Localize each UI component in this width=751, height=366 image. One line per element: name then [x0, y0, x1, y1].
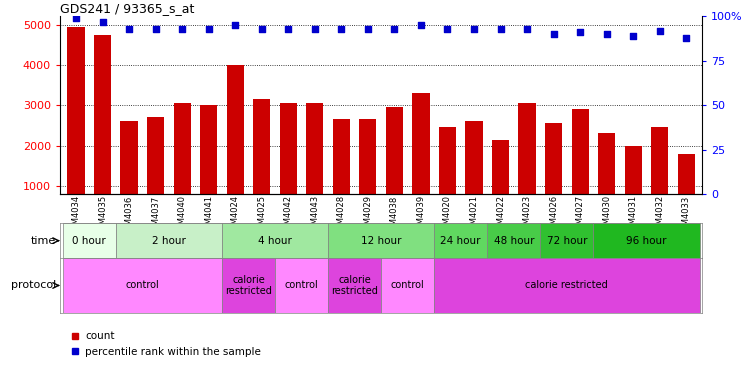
Text: 48 hour: 48 hour: [493, 236, 534, 246]
Point: [256, 26, 268, 32]
Text: time: time: [31, 236, 56, 246]
Text: control: control: [285, 280, 318, 291]
Bar: [439, 127, 456, 226]
Point: [309, 26, 321, 32]
Text: calorie
restricted: calorie restricted: [331, 274, 378, 296]
Bar: [518, 103, 535, 226]
Point: [176, 26, 189, 32]
Point: [149, 26, 161, 32]
Bar: [275, 258, 328, 313]
Bar: [328, 258, 382, 313]
Point: [362, 26, 374, 32]
Bar: [253, 99, 270, 226]
Text: calorie
restricted: calorie restricted: [225, 274, 272, 296]
Bar: [651, 127, 668, 226]
Bar: [279, 103, 297, 226]
Text: 72 hour: 72 hour: [547, 236, 587, 246]
Point: [97, 19, 109, 25]
Point: [601, 31, 613, 37]
Bar: [386, 107, 403, 226]
Point: [680, 35, 692, 41]
Bar: [328, 223, 434, 258]
Bar: [333, 119, 350, 226]
Point: [521, 26, 533, 32]
Point: [653, 28, 665, 34]
Bar: [359, 119, 376, 226]
Point: [547, 31, 559, 37]
Point: [282, 26, 294, 32]
Text: 4 hour: 4 hour: [258, 236, 292, 246]
Point: [229, 22, 241, 28]
Bar: [492, 139, 509, 226]
Point: [203, 26, 215, 32]
Bar: [434, 223, 487, 258]
Text: calorie restricted: calorie restricted: [526, 280, 608, 291]
Point: [388, 26, 400, 32]
Bar: [466, 122, 483, 226]
Bar: [572, 109, 589, 226]
Point: [494, 26, 506, 32]
Legend: count, percentile rank within the sample: count, percentile rank within the sample: [65, 327, 265, 361]
Point: [627, 33, 639, 39]
Bar: [94, 35, 111, 226]
Point: [574, 30, 586, 36]
Text: control: control: [125, 280, 159, 291]
Bar: [540, 223, 593, 258]
Bar: [63, 258, 222, 313]
Bar: [173, 103, 191, 226]
Text: 12 hour: 12 hour: [361, 236, 401, 246]
Point: [468, 26, 480, 32]
Point: [123, 26, 135, 32]
Point: [442, 26, 454, 32]
Text: GDS241 / 93365_s_at: GDS241 / 93365_s_at: [60, 2, 195, 15]
Bar: [63, 223, 116, 258]
Text: 24 hour: 24 hour: [441, 236, 481, 246]
Bar: [222, 223, 328, 258]
Bar: [120, 122, 137, 226]
Bar: [381, 258, 434, 313]
Text: control: control: [391, 280, 424, 291]
Bar: [116, 223, 222, 258]
Bar: [434, 258, 699, 313]
Text: 0 hour: 0 hour: [72, 236, 106, 246]
Bar: [677, 154, 695, 226]
Bar: [593, 223, 699, 258]
Bar: [598, 134, 615, 226]
Bar: [306, 103, 324, 226]
Bar: [412, 93, 430, 226]
Point: [336, 26, 348, 32]
Bar: [625, 146, 642, 226]
Bar: [222, 258, 275, 313]
Bar: [227, 65, 244, 226]
Bar: [147, 117, 164, 226]
Point: [70, 15, 82, 21]
Text: 96 hour: 96 hour: [626, 236, 667, 246]
Text: protocol: protocol: [11, 280, 56, 291]
Bar: [487, 223, 540, 258]
Bar: [545, 123, 562, 226]
Bar: [68, 27, 85, 226]
Point: [415, 22, 427, 28]
Text: 2 hour: 2 hour: [152, 236, 185, 246]
Bar: [200, 105, 217, 226]
